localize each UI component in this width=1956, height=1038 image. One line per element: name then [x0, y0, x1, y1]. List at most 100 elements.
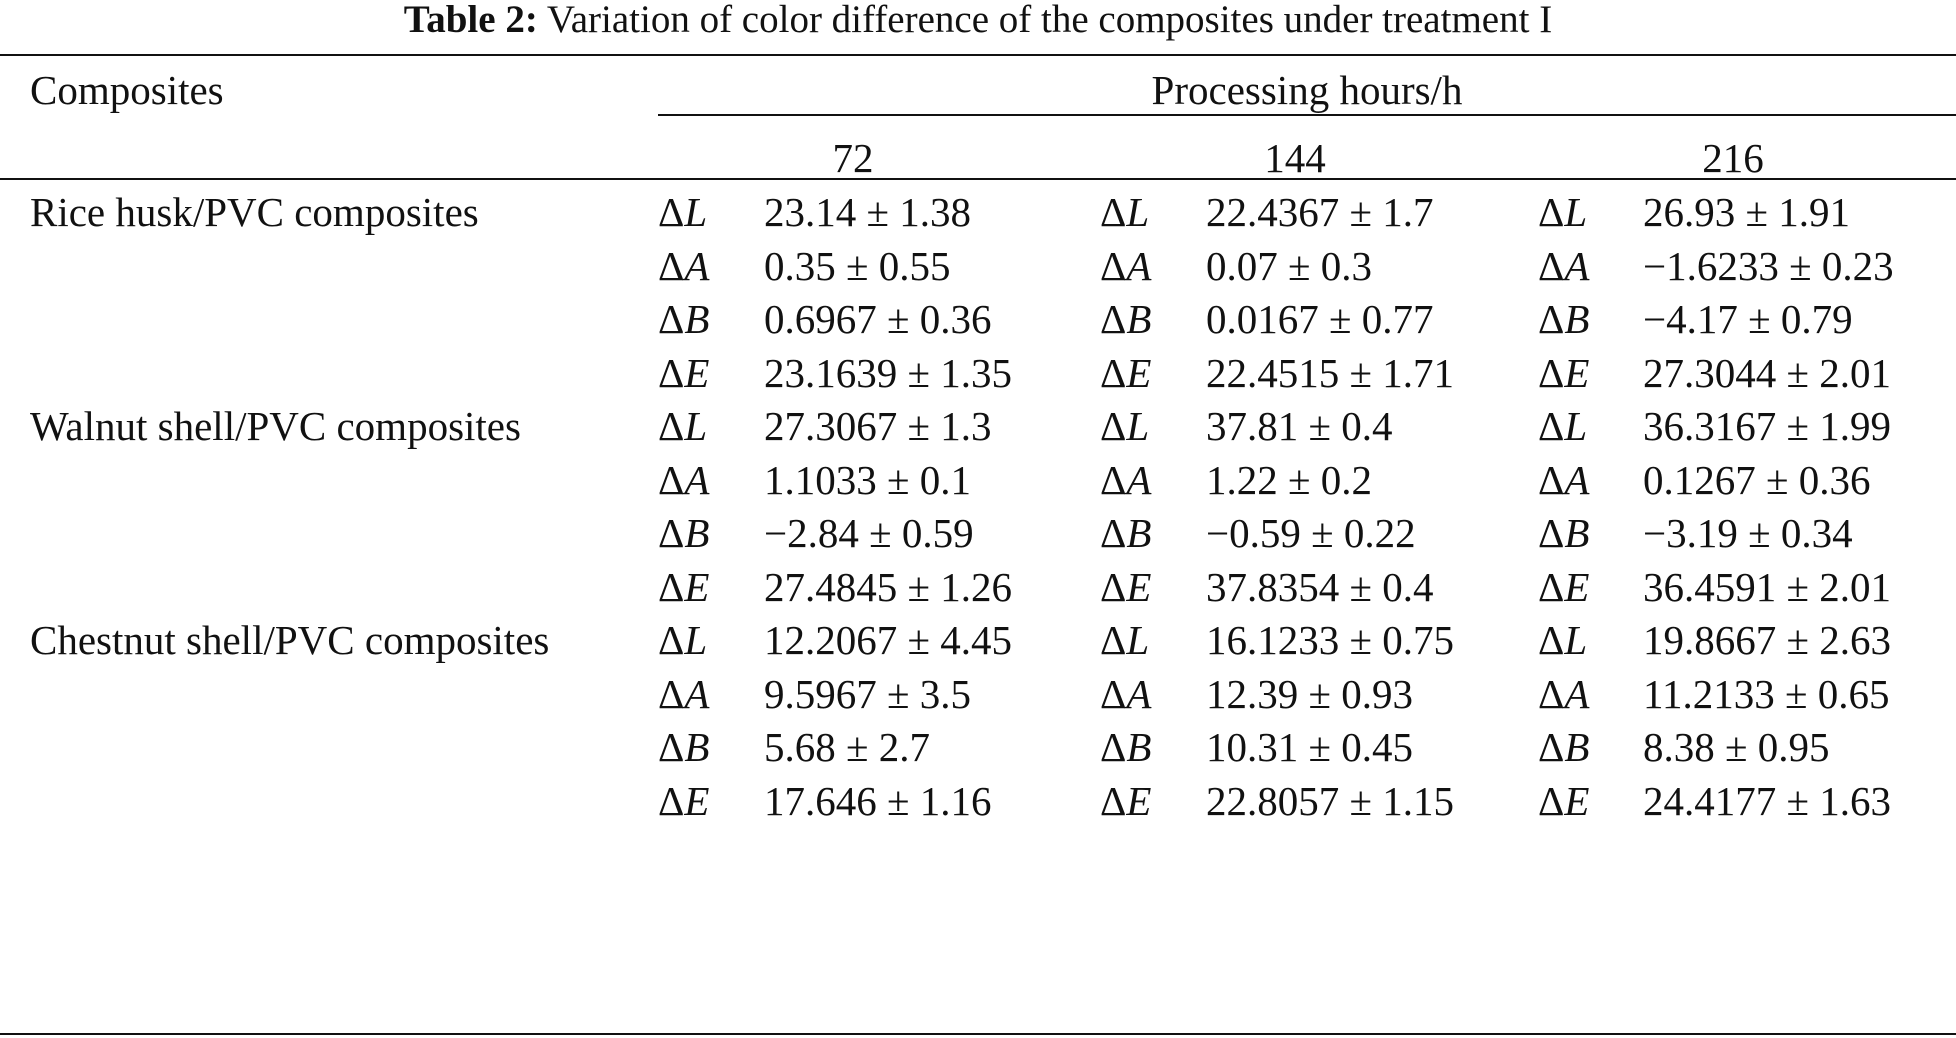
- table-cell-value: 27.4845 ± 1.26: [764, 563, 1013, 610]
- delta-symbol: ΔL: [658, 189, 708, 235]
- table-caption-text: Variation of color difference of the com…: [546, 0, 1553, 41]
- table-cell-value: 16.1233 ± 0.75: [1206, 617, 1455, 663]
- delta-parameter: B: [684, 510, 710, 556]
- table-cell-value: 17.646 ± 1.16: [764, 777, 992, 824]
- delta-symbol: ΔA: [658, 456, 710, 503]
- delta-parameter: B: [1564, 724, 1590, 770]
- delta-symbol: ΔA: [1100, 242, 1152, 289]
- composite-name: Walnut shell/PVC composites: [30, 403, 521, 449]
- top-rule: [0, 54, 1956, 56]
- delta-parameter: B: [1126, 724, 1152, 770]
- delta-symbol: ΔB: [658, 296, 710, 342]
- table-cell-value: 0.07 ± 0.3: [1206, 242, 1373, 289]
- delta-symbol: ΔL: [658, 403, 708, 449]
- table-cell-value: 24.4177 ± 1.63: [1643, 777, 1892, 824]
- table-cell-value: 36.3167 ± 1.99: [1643, 403, 1892, 449]
- delta-symbol: ΔA: [658, 242, 710, 289]
- delta-symbol: ΔE: [1100, 777, 1152, 824]
- table-cell-value: 26.93 ± 1.91: [1643, 189, 1851, 235]
- delta-symbol: ΔE: [658, 777, 710, 824]
- table-cell-value: −3.19 ± 0.34: [1643, 510, 1853, 556]
- delta-symbol: ΔE: [1538, 349, 1590, 396]
- table-cell-value: 22.4367 ± 1.7: [1206, 189, 1434, 235]
- delta-parameter: E: [1564, 349, 1590, 396]
- delta-symbol: ΔB: [1538, 510, 1590, 556]
- delta-symbol: ΔL: [1100, 403, 1150, 449]
- delta-parameter: E: [684, 563, 710, 610]
- delta-symbol: ΔL: [1100, 189, 1150, 235]
- delta-parameter: A: [1126, 242, 1152, 289]
- delta-symbol: ΔL: [1100, 617, 1150, 663]
- delta-symbol: ΔA: [658, 670, 710, 717]
- delta-symbol: ΔE: [1538, 563, 1590, 610]
- delta-parameter: L: [1126, 617, 1150, 663]
- header-hour-216: 216: [1702, 135, 1764, 181]
- delta-symbol: ΔB: [1538, 296, 1590, 342]
- table-cell-value: 9.5967 ± 3.5: [764, 670, 972, 717]
- table-cell-value: 23.14 ± 1.38: [764, 189, 972, 235]
- delta-parameter: B: [684, 724, 710, 770]
- table-cell-value: 5.68 ± 2.7: [764, 724, 931, 770]
- table-cell-value: 11.2133 ± 0.65: [1643, 670, 1890, 717]
- table-cell-value: 8.38 ± 0.95: [1643, 724, 1830, 770]
- table-cell-value: −1.6233 ± 0.23: [1643, 242, 1894, 289]
- group-rule: [658, 114, 1956, 116]
- delta-symbol: ΔB: [1100, 510, 1152, 556]
- delta-symbol: ΔA: [1100, 456, 1152, 503]
- delta-symbol: ΔA: [1538, 456, 1590, 503]
- delta-parameter: E: [1126, 777, 1152, 824]
- delta-parameter: L: [1564, 189, 1588, 235]
- delta-symbol: ΔL: [1538, 189, 1588, 235]
- delta-parameter: B: [684, 296, 710, 342]
- table-cell-value: 0.0167 ± 0.77: [1206, 296, 1434, 342]
- table-cell-value: 27.3044 ± 2.01: [1643, 349, 1892, 396]
- delta-symbol: ΔL: [1538, 403, 1588, 449]
- delta-symbol: ΔA: [1100, 670, 1152, 717]
- delta-symbol: ΔE: [1100, 563, 1152, 610]
- delta-symbol: ΔE: [1538, 777, 1590, 824]
- delta-parameter: B: [1126, 296, 1152, 342]
- delta-symbol: ΔE: [1100, 349, 1152, 396]
- table-cell-value: −4.17 ± 0.79: [1643, 296, 1853, 342]
- delta-parameter: A: [1126, 670, 1152, 717]
- delta-parameter: A: [1126, 456, 1152, 503]
- delta-parameter: E: [1564, 777, 1590, 824]
- delta-symbol: ΔB: [1100, 296, 1152, 342]
- delta-symbol: ΔA: [1538, 670, 1590, 717]
- table-caption: Table 2: Variation of color difference o…: [0, 0, 1956, 40]
- table-cell-value: 37.81 ± 0.4: [1206, 403, 1393, 449]
- delta-parameter: B: [1564, 510, 1590, 556]
- table-cell-value: 0.1267 ± 0.36: [1643, 456, 1871, 503]
- header-rule: [0, 178, 1956, 180]
- delta-symbol: ΔE: [658, 349, 710, 396]
- delta-parameter: E: [1126, 563, 1152, 610]
- table-cell-value: 37.8354 ± 0.4: [1206, 563, 1434, 610]
- delta-parameter: L: [684, 403, 708, 449]
- delta-symbol: ΔB: [1538, 724, 1590, 770]
- delta-parameter: L: [1564, 403, 1588, 449]
- delta-parameter: E: [1126, 349, 1152, 396]
- composite-name: Rice husk/PVC composites: [30, 189, 479, 235]
- table-cell-value: 22.8057 ± 1.15: [1206, 777, 1455, 824]
- table-cell-value: 27.3067 ± 1.3: [764, 403, 992, 449]
- table-cell-value: 1.1033 ± 0.1: [764, 456, 972, 503]
- delta-symbol: ΔB: [658, 724, 710, 770]
- table-caption-label: Table 2:: [403, 0, 538, 41]
- delta-parameter: B: [1564, 296, 1590, 342]
- header-hour-144: 144: [1264, 135, 1326, 181]
- bottom-rule: [0, 1033, 1956, 1035]
- delta-parameter: A: [1564, 670, 1590, 717]
- table-cell-value: 0.35 ± 0.55: [764, 242, 951, 289]
- delta-parameter: L: [1564, 617, 1588, 663]
- table-cell-value: −0.59 ± 0.22: [1206, 510, 1416, 556]
- delta-parameter: E: [684, 777, 710, 824]
- delta-parameter: A: [1564, 456, 1590, 503]
- table-cell-value: −2.84 ± 0.59: [764, 510, 974, 556]
- header-processing-hours: Processing hours/h: [1151, 67, 1463, 113]
- delta-parameter: A: [684, 456, 710, 503]
- table-cell-value: 22.4515 ± 1.71: [1206, 349, 1455, 396]
- delta-parameter: A: [1564, 242, 1590, 289]
- table-cell-value: 12.2067 ± 4.45: [764, 617, 1013, 663]
- table-cell-value: 1.22 ± 0.2: [1206, 456, 1373, 503]
- delta-parameter: L: [684, 189, 708, 235]
